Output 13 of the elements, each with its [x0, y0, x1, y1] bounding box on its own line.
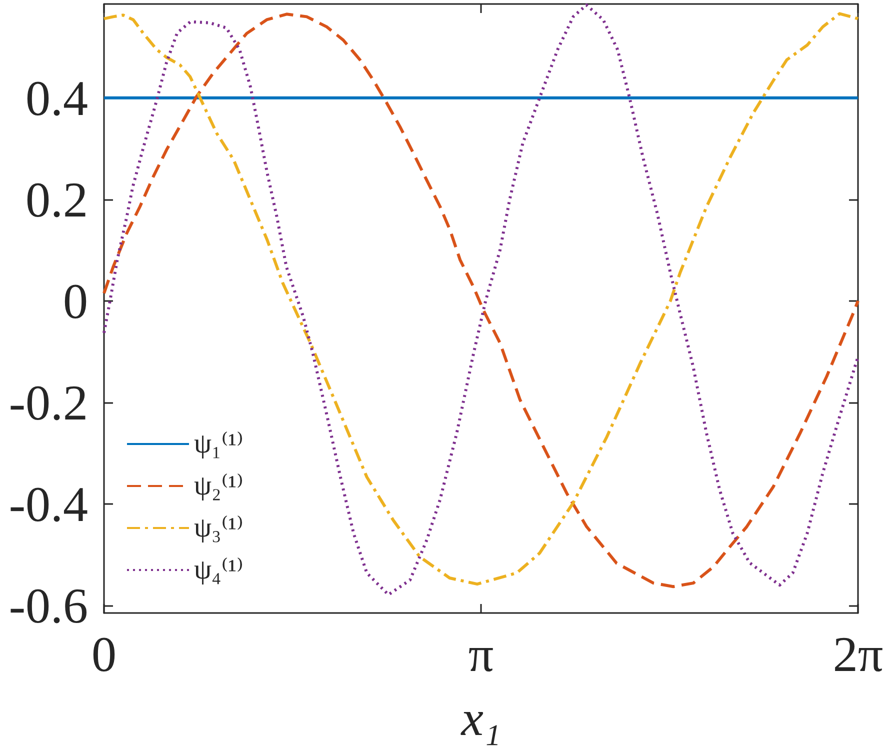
- x-tick-label: π: [468, 626, 494, 682]
- y-tick-label: 0.4: [26, 70, 88, 126]
- y-tick-label: -0.2: [8, 374, 88, 430]
- y-tick-label: 0.2: [26, 171, 88, 228]
- legend-label: ψ₁⁽¹⁾: [194, 428, 244, 460]
- y-tick-label: -0.4: [8, 476, 88, 532]
- legend-label: ψ₃⁽¹⁾: [194, 512, 244, 544]
- x-axis-title: x₁: [460, 690, 501, 746]
- legend-label: ψ₄⁽¹⁾: [194, 554, 244, 586]
- x-tick-label: 2π: [832, 626, 884, 682]
- y-tick-label: 0: [63, 272, 88, 329]
- y-tick-label: -0.6: [8, 577, 88, 634]
- legend-label: ψ₂⁽¹⁾: [194, 470, 244, 502]
